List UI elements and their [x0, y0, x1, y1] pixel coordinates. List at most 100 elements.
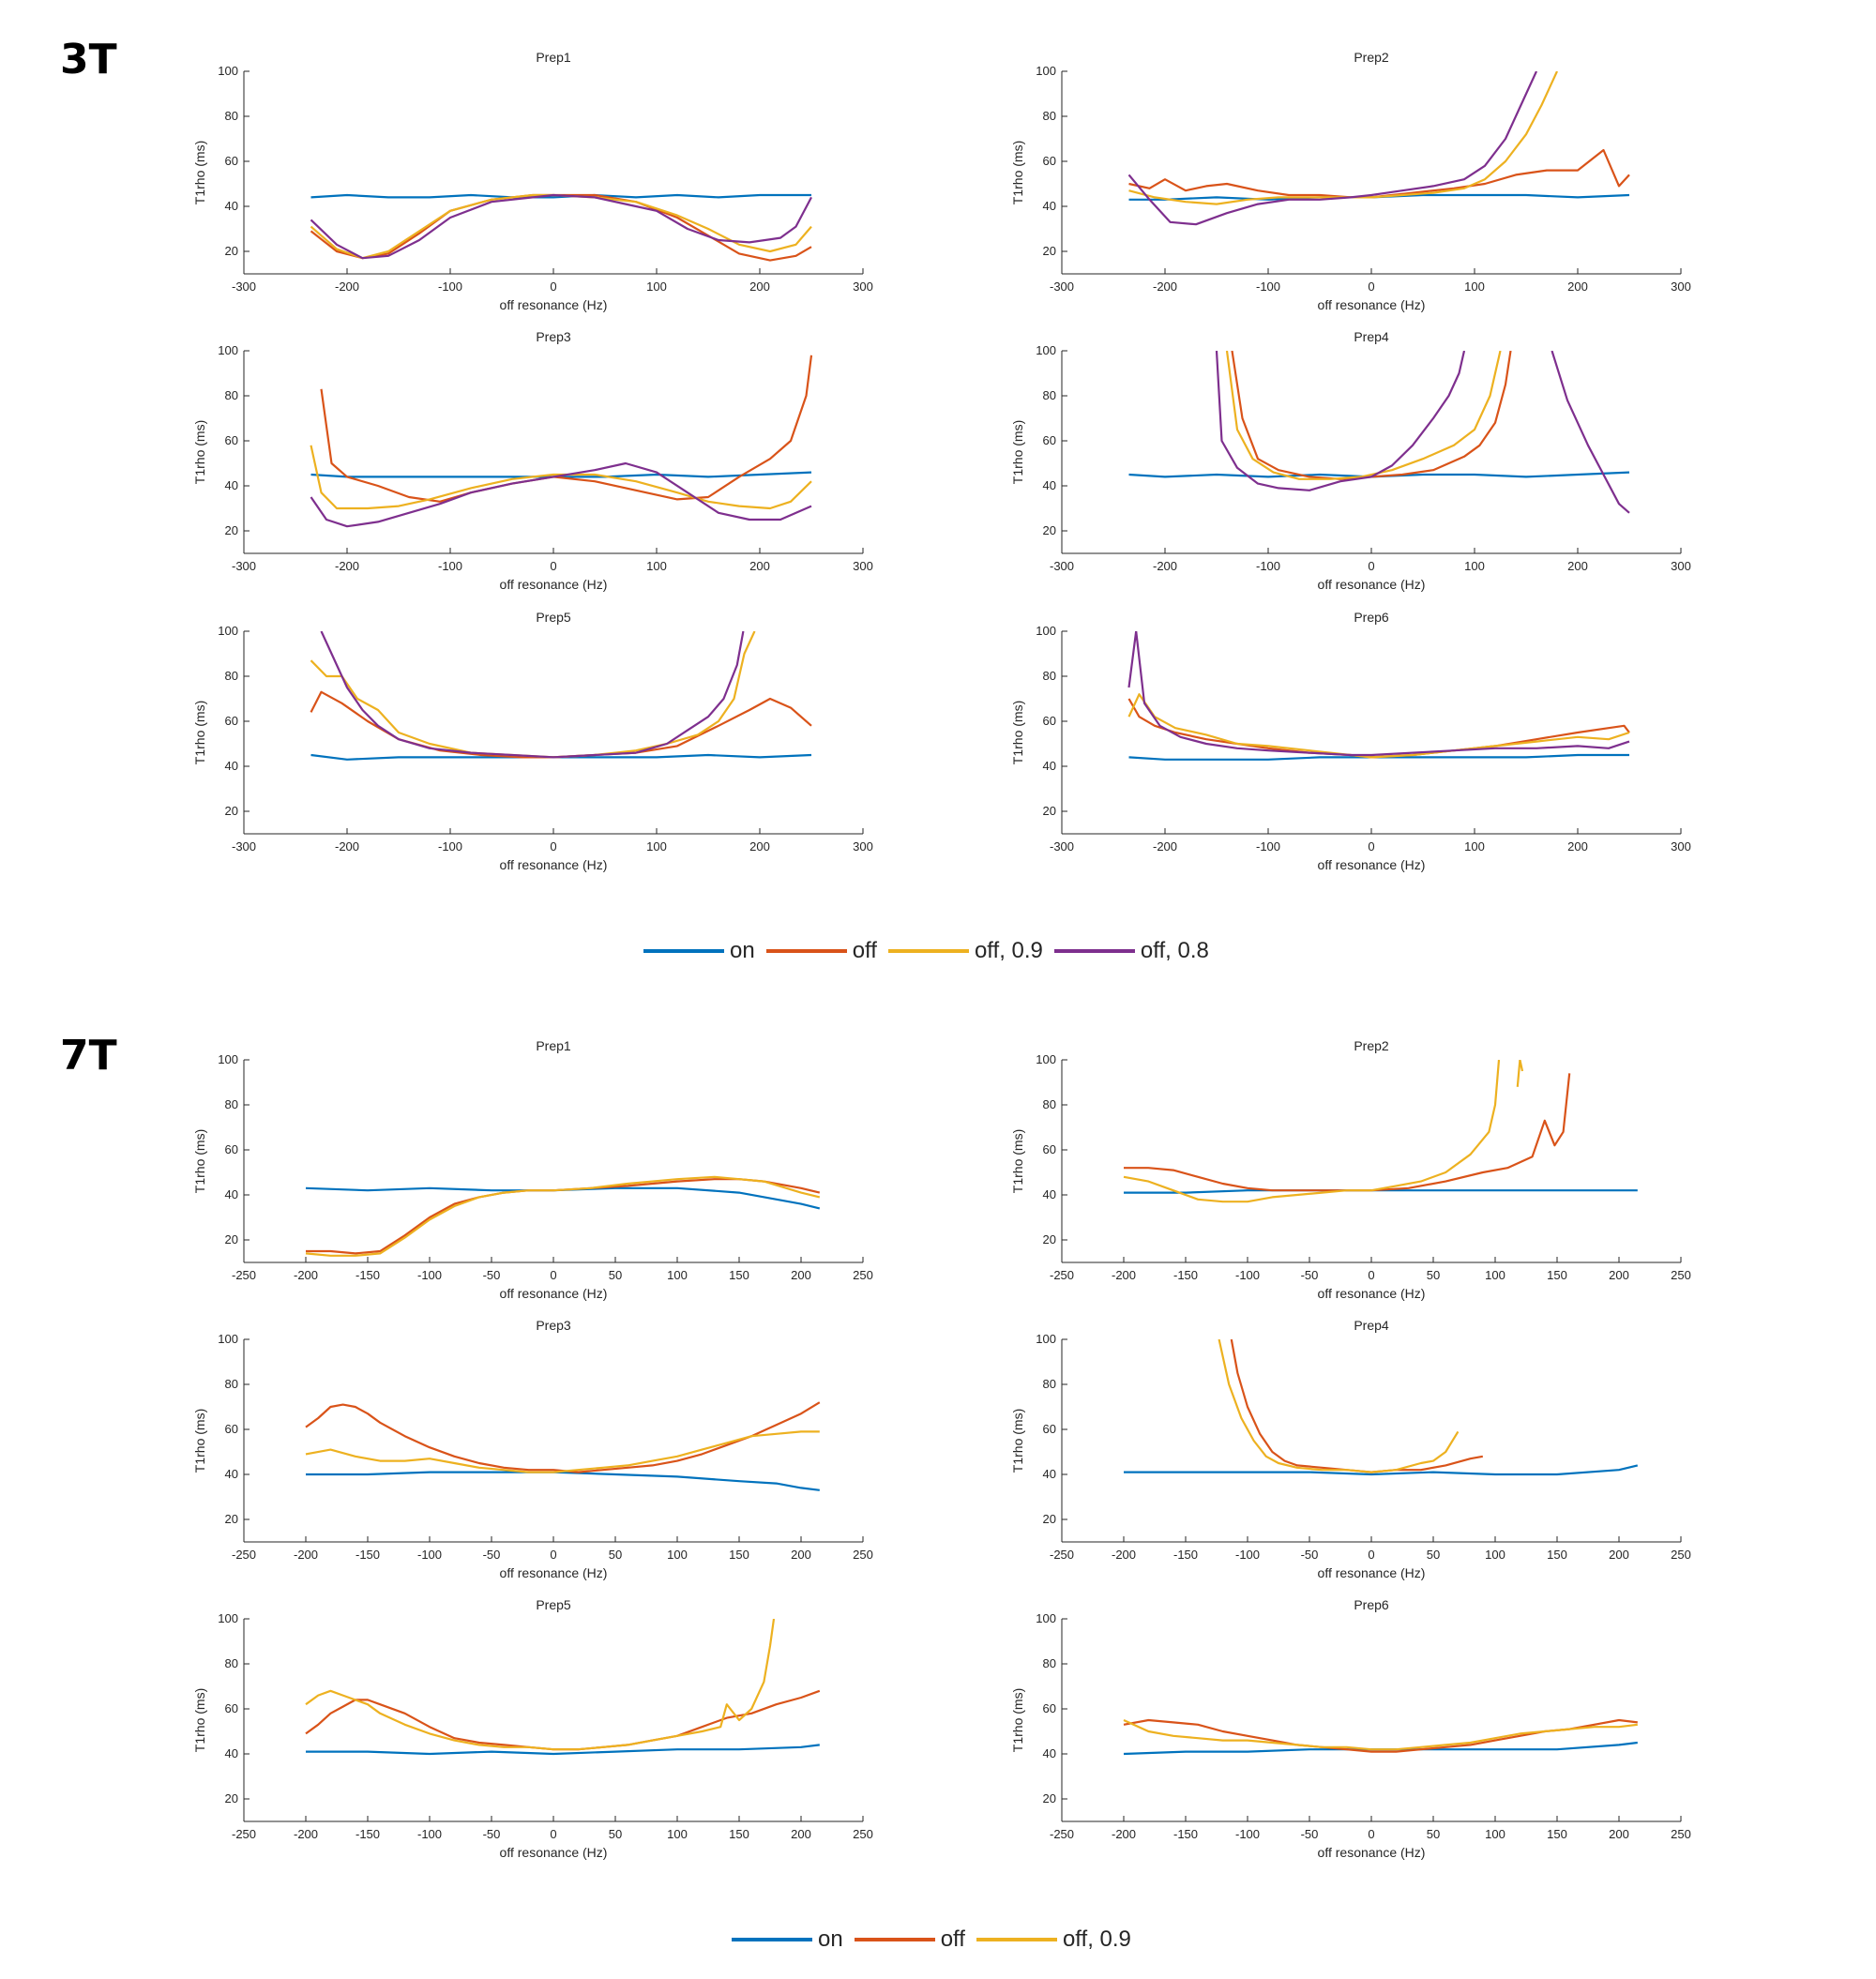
- x-tick-label: 300: [1671, 559, 1691, 573]
- x-tick-label: -200: [1112, 1268, 1136, 1282]
- x-tick-label: -300: [232, 839, 256, 854]
- x-axis-label: off resonance (Hz): [1318, 1565, 1426, 1580]
- x-tick-label: 250: [853, 1548, 873, 1562]
- x-tick-label: -100: [438, 559, 462, 573]
- x-tick-label: -100: [417, 1548, 442, 1562]
- x-tick-label: 0: [1368, 279, 1374, 294]
- x-axis-label: off resonance (Hz): [500, 577, 608, 592]
- y-tick-label: 100: [218, 624, 238, 638]
- y-tick-label: 20: [225, 523, 238, 537]
- y-tick-label: 80: [1043, 1097, 1056, 1111]
- legend-swatch-off: [765, 949, 847, 953]
- x-tick-label: 200: [749, 559, 770, 573]
- y-axis-label: T1rho (ms): [192, 141, 207, 204]
- x-tick-label: 250: [1671, 1827, 1691, 1841]
- y-tick-label: 60: [225, 714, 238, 728]
- y-tick-label: 100: [1036, 624, 1056, 638]
- x-tick-label: 0: [550, 1827, 556, 1841]
- x-tick-label: -200: [335, 559, 359, 573]
- x-tick-label: -200: [1112, 1827, 1136, 1841]
- x-tick-label: -150: [356, 1827, 380, 1841]
- x-tick-label: 0: [1368, 839, 1374, 854]
- series-line-off: [1230, 1339, 1483, 1473]
- y-tick-label: 20: [1043, 1791, 1056, 1805]
- x-tick-label: -50: [1301, 1548, 1319, 1562]
- chart-title: Prep2: [1354, 1038, 1389, 1053]
- series-line-on: [1124, 1464, 1639, 1476]
- x-axis-label: off resonance (Hz): [1318, 1286, 1426, 1301]
- legend-item-off-08: off, 0.8: [1053, 938, 1209, 964]
- y-tick-label: 80: [225, 109, 238, 123]
- x-tick-label: -250: [1050, 1268, 1074, 1282]
- x-tick-label: 200: [1567, 839, 1588, 854]
- chart-panel-3t-prep3: Prep3 -300 -200 -100 0 100 200 300 20 40 60 80 100 of…: [192, 329, 873, 592]
- x-tick-label: -300: [1050, 559, 1074, 573]
- x-tick-label: 200: [749, 279, 770, 294]
- y-axis-label: T1rho (ms): [192, 1688, 207, 1752]
- x-tick-label: 50: [1427, 1268, 1440, 1282]
- x-tick-label: 200: [1609, 1268, 1629, 1282]
- x-axis-label: off resonance (Hz): [1318, 1845, 1426, 1860]
- x-tick-label: -50: [1301, 1268, 1319, 1282]
- y-tick-label: 40: [225, 759, 238, 773]
- y-tick-label: 60: [225, 1701, 238, 1715]
- y-tick-label: 80: [225, 388, 238, 402]
- x-tick-label: 150: [729, 1268, 749, 1282]
- legend-3t: on off off, 0.9 off, 0.8: [643, 938, 1220, 964]
- series-line-off-0-9: [305, 1619, 776, 1751]
- x-axis-label: off resonance (Hz): [500, 1565, 608, 1580]
- series-line-on: [1124, 1189, 1638, 1194]
- x-tick-label: 150: [1547, 1827, 1567, 1841]
- legend-label: off: [852, 938, 877, 963]
- chart-title: Prep3: [536, 1318, 571, 1333]
- x-tick-label: 0: [1368, 1827, 1374, 1841]
- y-tick-label: 100: [1036, 64, 1056, 78]
- x-tick-label: -100: [417, 1268, 442, 1282]
- series-line-off-0-9: [1516, 1060, 1524, 1087]
- y-axis-label: T1rho (ms): [192, 1409, 207, 1473]
- series-line-off: [305, 1401, 821, 1473]
- x-tick-label: 0: [1368, 559, 1374, 573]
- x-tick-label: -200: [294, 1827, 318, 1841]
- series-line-off-0-9: [1123, 1718, 1638, 1751]
- x-tick-label: 200: [791, 1827, 811, 1841]
- x-tick-label: -200: [1112, 1548, 1136, 1562]
- x-tick-label: 250: [853, 1268, 873, 1282]
- y-tick-label: 80: [1043, 1377, 1056, 1391]
- legend-7t: on off off, 0.9: [732, 1926, 1142, 1953]
- y-tick-label: 100: [1036, 1332, 1056, 1346]
- x-tick-label: 300: [853, 279, 873, 294]
- y-tick-label: 60: [1043, 154, 1056, 168]
- series-line-off: [305, 1689, 821, 1751]
- legend-item-on: on: [732, 1926, 843, 1953]
- x-tick-label: 200: [1567, 559, 1588, 573]
- y-tick-label: 20: [225, 804, 238, 818]
- y-tick-label: 20: [1043, 244, 1056, 258]
- x-tick-label: -250: [232, 1548, 256, 1562]
- series-line-off-0-9: [1218, 1339, 1460, 1473]
- x-tick-label: 300: [853, 559, 873, 573]
- y-tick-label: 40: [225, 199, 238, 213]
- legend-item-off-09: off, 0.9: [976, 1926, 1131, 1953]
- series-line-off-0-8: [1215, 351, 1466, 491]
- x-tick-label: 100: [646, 279, 667, 294]
- series-line-on: [305, 1186, 821, 1210]
- x-tick-label: 250: [1671, 1548, 1691, 1562]
- x-tick-label: 100: [646, 839, 667, 854]
- x-tick-label: -200: [335, 839, 359, 854]
- x-tick-label: 0: [1368, 1268, 1374, 1282]
- series-line-off: [320, 355, 813, 503]
- y-tick-label: 60: [225, 1142, 238, 1156]
- x-tick-label: -100: [1235, 1548, 1260, 1562]
- y-tick-label: 20: [1043, 523, 1056, 537]
- series-line-on: [306, 1744, 820, 1756]
- x-tick-label: 0: [550, 559, 556, 573]
- y-tick-label: 60: [1043, 714, 1056, 728]
- x-tick-label: 0: [550, 839, 556, 854]
- x-tick-label: -300: [232, 279, 256, 294]
- series-line-off: [310, 193, 812, 262]
- x-tick-label: 250: [1671, 1268, 1691, 1282]
- x-tick-label: -50: [483, 1268, 501, 1282]
- y-tick-label: 100: [218, 1332, 238, 1346]
- section-label-3t: 3T: [60, 36, 117, 83]
